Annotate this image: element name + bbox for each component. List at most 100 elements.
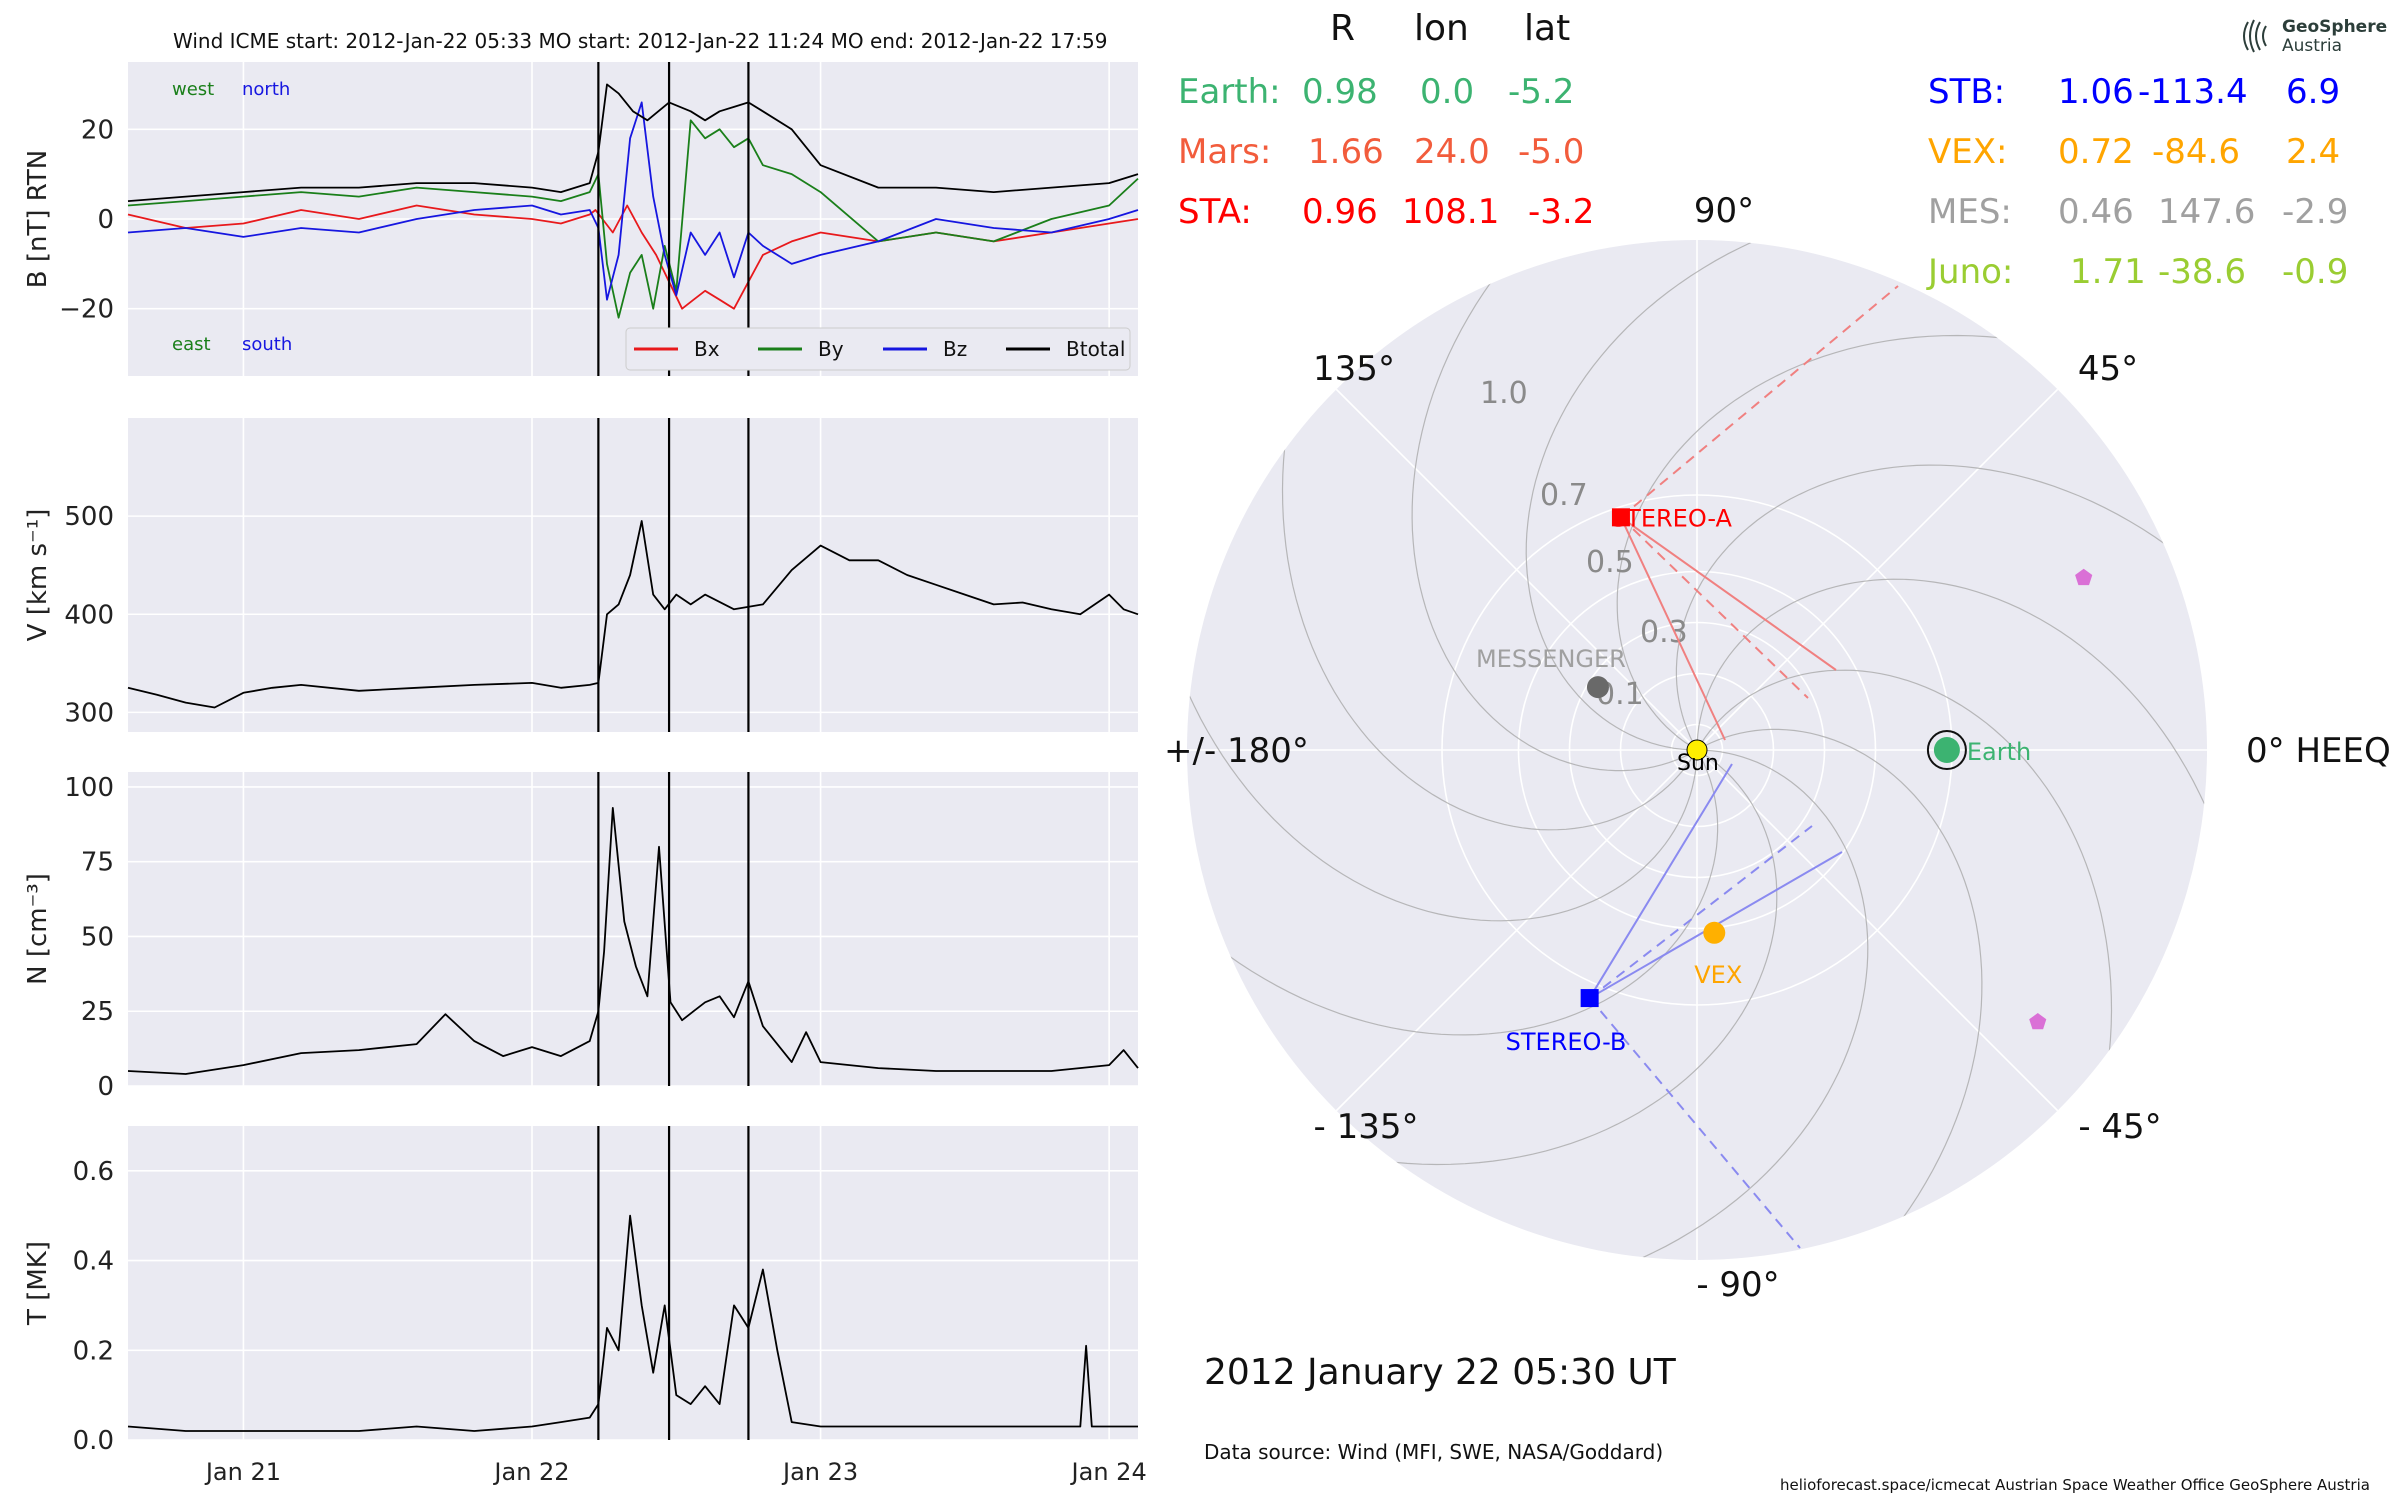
pos-right-1-lon: -84.6	[2152, 132, 2240, 172]
parker-spiral-1	[1696, 728, 1983, 1233]
polar-angle-label: 135°	[1313, 349, 1395, 389]
panel-2-ytick-label: 75	[81, 848, 114, 878]
panel-3-ytick-label: 0.0	[73, 1426, 114, 1456]
marker-mars	[2075, 568, 2093, 586]
panel-0: −20 0 20 B [nT] RTN Wind ICME start: 2012-Ja…	[23, 29, 1139, 376]
pos-right-1-name: VEX:	[1928, 132, 2008, 172]
panel-1-ylabel: V [km s⁻¹]	[23, 509, 53, 642]
logo-line1: GeoSphere	[2282, 17, 2388, 37]
sta-fov-line-1	[1620, 516, 1726, 741]
panel-3-ytick-label: 0.2	[73, 1336, 114, 1366]
pos-left-0-lon: 0.0	[1420, 72, 1475, 112]
panel-2-ytick-label: 100	[64, 773, 114, 803]
pos-left-0-r: 0.98	[1302, 72, 1378, 112]
polar-angle-label: - 45°	[2078, 1107, 2161, 1147]
panel-0-series-btotal	[127, 83, 1139, 202]
legend-label-btotal: Btotal	[1066, 337, 1125, 361]
pos-right-3-lat: -0.9	[2282, 252, 2349, 292]
panel-1-background	[128, 418, 1138, 732]
panel-1: 300 400 500 V [km s⁻¹]	[23, 418, 1139, 732]
earth-ring	[1926, 730, 1967, 770]
pos-right-1-r: 0.72	[2058, 132, 2134, 172]
marker-messenger	[1586, 676, 1609, 699]
polar-angle-label: 90°	[1694, 191, 1754, 231]
panel-3-ytick-label: 0.6	[73, 1157, 114, 1187]
polar-angle-label: - 90°	[1696, 1265, 1779, 1305]
legend-frame	[625, 327, 1131, 371]
parker-spiral-2	[1696, 669, 2113, 1070]
geosphere-logo-mark-icon	[2243, 19, 2267, 53]
marker-juno	[2029, 1013, 2047, 1030]
panel-3-series-line	[127, 1214, 1138, 1432]
parker-spiral-3	[1696, 578, 2207, 822]
panel-1-ytick-label: 400	[64, 600, 114, 630]
footer-date: 2012 January 22 05:30 UT	[1204, 1352, 1676, 1393]
pos-left-2-lat: -3.2	[1528, 192, 1595, 232]
pos-header-r: R	[1330, 8, 1356, 49]
stb-fov-line-1	[1588, 763, 1733, 999]
panel-0-ylabel: B [nT] RTN	[23, 150, 53, 289]
panel-3-xtick-label: Jan 23	[781, 1458, 858, 1486]
pos-right-0-name: STB:	[1928, 72, 2006, 112]
footer-credits: helioforecast.space/icmecat Austrian Spa…	[1780, 1476, 2370, 1494]
panel-0-ytick-label: 20	[81, 115, 114, 145]
legend-label-bx: Bx	[694, 337, 720, 361]
panel-3-background	[128, 1126, 1138, 1440]
panel-3-xtick-label: Jan 22	[492, 1458, 569, 1486]
label-stereo-b: STEREO-B	[1506, 1028, 1627, 1056]
pos-left-1-lat: -5.0	[1518, 132, 1585, 172]
label-vex: VEX	[1694, 961, 1742, 989]
parker-spiral-0	[1625, 749, 1869, 1260]
pos-right-3-lon: -38.6	[2158, 252, 2246, 292]
pos-right-0-lat: 6.9	[2286, 72, 2341, 112]
pos-header-lat: lat	[1524, 8, 1571, 49]
pos-right-0-lon: -113.4	[2138, 72, 2248, 112]
panel-0-series-by	[127, 119, 1139, 319]
panel-0-legend: Bx By Bz Btotal	[625, 327, 1131, 371]
panel-3: 0.0 0.2 0.4 0.6 T [MK] Jan 21 Jan 22 Jan 23 Jan …	[23, 1126, 1147, 1486]
panel-2-ylabel: N [cm⁻³]	[23, 873, 53, 985]
parker-spiral-6	[1525, 240, 1769, 751]
pos-left-2-lon: 108.1	[1402, 192, 1500, 232]
pos-left-2-name: STA:	[1178, 192, 1252, 232]
polar-radial-tick: 0.5	[1586, 545, 1634, 580]
parker-spiral-11	[1377, 749, 1778, 1166]
panel-3-xtick-label: Jan 21	[204, 1458, 281, 1486]
logo-line2: Austria	[2282, 36, 2343, 56]
polar-radial-tick: 1.0	[1480, 376, 1528, 411]
panel-2-ytick-label: 50	[81, 922, 114, 952]
pos-right-3-r: 1.71	[2070, 252, 2146, 292]
marker-earth	[1933, 737, 1960, 763]
sta-fov-dash-1	[1620, 516, 1809, 699]
pos-right-2-lon: 147.6	[2158, 192, 2256, 232]
parker-spiral-8	[1281, 430, 1698, 831]
label-earth: Earth	[1967, 738, 2031, 766]
legend-label-by: By	[818, 337, 844, 361]
marker-vex	[1703, 921, 1726, 944]
panel-0-series-bz	[127, 101, 1139, 301]
panel-1-ytick-label: 300	[64, 698, 114, 728]
panel-3-ylabel: T [MK]	[23, 1241, 53, 1326]
polar-angle-label: +/- 180°	[1164, 731, 1309, 771]
polar-angle-label: 0° HEEQ	[2246, 731, 2391, 771]
label-stereo-a: STEREO-A	[1611, 504, 1733, 532]
pos-left-0-lat: -5.2	[1508, 72, 1575, 112]
pos-left-1-name: Mars:	[1178, 132, 1272, 172]
panel-2-ytick-label: 0	[97, 1072, 114, 1102]
pos-left-0-name: Earth:	[1178, 72, 1281, 112]
pos-right-2-r: 0.46	[2058, 192, 2134, 232]
annotation-west: west	[172, 79, 214, 100]
pos-right-0-r: 1.06	[2058, 72, 2134, 112]
pos-left-1-r: 1.66	[1308, 132, 1384, 172]
panel-3-xtick-label: Jan 24	[1070, 1458, 1147, 1486]
stb-fov-dash-1	[1589, 825, 1813, 999]
stb-fov-dash-2	[1588, 997, 1801, 1249]
polar-angle-label: 45°	[2078, 349, 2138, 389]
polar-radial-tick: 0.7	[1540, 478, 1588, 513]
pos-right-1-lat: 2.4	[2286, 132, 2341, 172]
panel-1-ytick-label: 500	[64, 502, 114, 532]
footer-source: Data source: Wind (MFI, SWE, NASA/Goddar…	[1204, 1440, 1664, 1464]
parker-spiral-4	[1675, 464, 2180, 751]
polar-spoke-135	[1335, 388, 1698, 751]
